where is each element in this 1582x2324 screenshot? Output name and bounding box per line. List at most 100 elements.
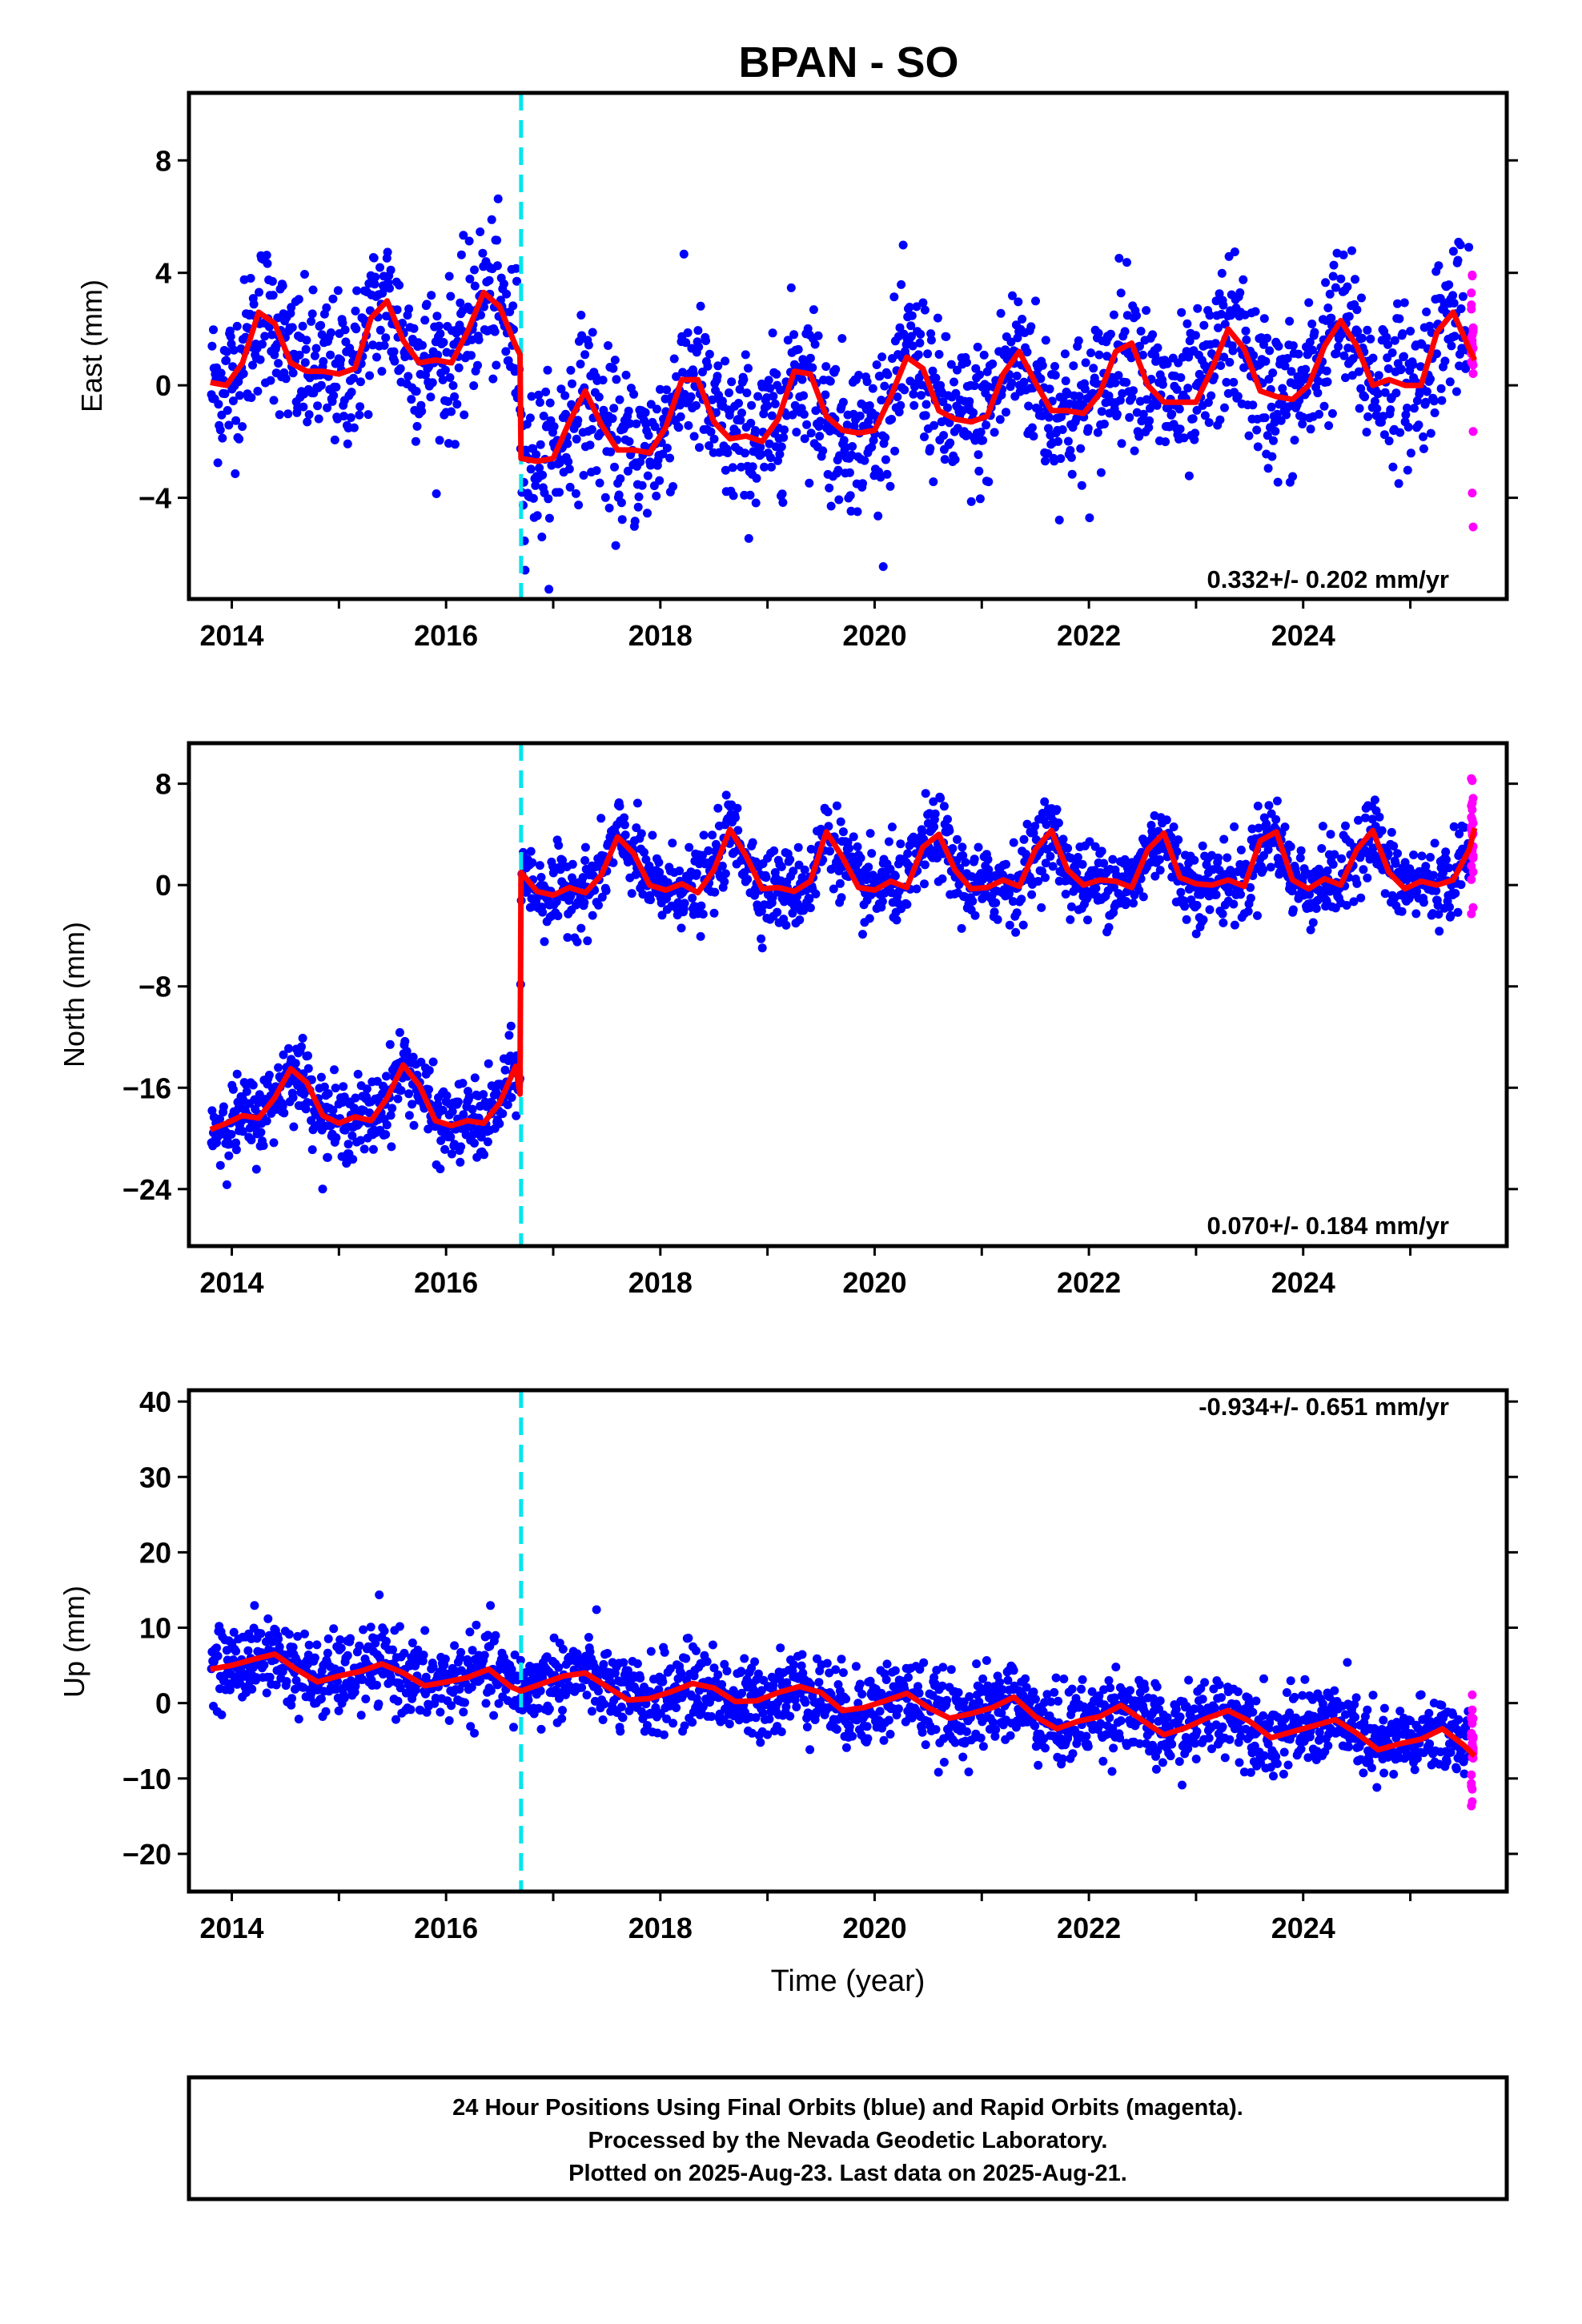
east-final-orbit-point [841, 443, 851, 452]
east-final-orbit-point [777, 489, 787, 499]
up-final-orbit-point [576, 1659, 586, 1668]
up-final-orbit-point [491, 1630, 500, 1640]
north-final-orbit-point [572, 937, 582, 947]
east-final-orbit-point [536, 440, 545, 449]
east-final-orbit-point [1127, 393, 1137, 402]
east-final-orbit-point [1445, 377, 1455, 387]
east-final-orbit-point [1211, 339, 1220, 348]
north-final-orbit-point [1337, 854, 1347, 863]
up-final-orbit-point [524, 1695, 533, 1705]
east-final-orbit-point [705, 349, 714, 359]
east-final-orbit-point [608, 414, 617, 424]
up-final-orbit-point [329, 1624, 339, 1634]
east-final-orbit-point [531, 480, 540, 490]
east-final-orbit-point [248, 360, 257, 370]
east-final-orbit-point [611, 541, 620, 550]
east-final-orbit-point [889, 292, 899, 302]
north-final-orbit-point [381, 1130, 391, 1140]
east-final-orbit-point [1229, 377, 1239, 387]
east-rapid-orbit-point [1467, 288, 1476, 298]
up-final-orbit-point [777, 1727, 786, 1736]
east-final-orbit-point [444, 396, 453, 406]
north-final-orbit-point [1208, 865, 1218, 875]
east-final-orbit-point [1260, 413, 1270, 423]
east-final-orbit-point [1356, 384, 1366, 393]
east-final-orbit-point [298, 321, 307, 331]
east-final-orbit-point [525, 413, 535, 423]
north-rapid-orbit-point [1467, 875, 1476, 884]
east-final-orbit-point [1182, 319, 1192, 328]
east-final-orbit-point [1406, 448, 1415, 458]
north-y-tick-label: 0 [155, 869, 171, 902]
east-final-orbit-point [338, 318, 347, 328]
north-final-orbit-point [288, 1093, 298, 1103]
north-final-orbit-point [998, 870, 1007, 879]
east-final-orbit-point [1056, 454, 1066, 464]
east-final-orbit-point [247, 393, 256, 402]
east-final-orbit-point [928, 366, 938, 376]
east-final-orbit-point [420, 316, 430, 325]
north-final-orbit-point [646, 895, 655, 905]
north-final-orbit-point [1054, 818, 1063, 828]
east-final-orbit-point [1184, 471, 1194, 480]
up-final-orbit-point [374, 1699, 383, 1709]
north-final-orbit-point [1444, 863, 1454, 873]
north-final-orbit-point [576, 923, 586, 933]
east-final-orbit-point [1177, 308, 1186, 317]
north-final-orbit-point [1391, 858, 1400, 868]
east-final-orbit-point [1440, 356, 1450, 366]
east-final-orbit-point [1167, 409, 1177, 419]
north-final-orbit-point [588, 911, 597, 920]
east-final-orbit-point [921, 400, 931, 409]
east-final-orbit-point [979, 350, 989, 360]
east-final-orbit-point [1412, 396, 1422, 405]
north-final-orbit-point [215, 1160, 225, 1170]
east-final-orbit-point [499, 279, 508, 288]
east-final-orbit-point [767, 411, 777, 420]
east-final-orbit-point [1074, 336, 1083, 345]
east-final-orbit-point [604, 341, 612, 350]
east-final-orbit-point [1288, 472, 1298, 481]
east-panel: 840−4 2014 2016 2018 2020 2022 2024 East (mm)… [75, 90, 1518, 652]
east-final-orbit-point [643, 471, 652, 480]
east-final-orbit-point [1199, 320, 1209, 330]
east-final-orbit-point [490, 327, 500, 336]
east-final-orbit-point [447, 407, 456, 416]
north-final-orbit-point [568, 859, 577, 869]
east-final-orbit-point [839, 436, 849, 445]
up-final-orbit-point [379, 1626, 389, 1635]
north-final-orbit-point [836, 817, 845, 826]
north-final-orbit-point [1426, 853, 1435, 862]
east-final-orbit-point [512, 276, 521, 286]
east-final-orbit-point [600, 493, 610, 502]
east-final-orbit-point [409, 324, 419, 333]
north-final-orbit-point [1120, 854, 1130, 864]
north-final-orbit-point [655, 867, 665, 877]
north-rapid-orbit-point [1468, 805, 1477, 814]
up-final-orbit-point [618, 1713, 628, 1723]
east-final-orbit-point [1452, 387, 1461, 396]
north-final-orbit-point [733, 826, 743, 835]
up-final-orbit-point [476, 1675, 485, 1685]
north-final-orbit-point [632, 823, 641, 833]
north-final-orbit-point [279, 1108, 289, 1118]
east-final-orbit-point [684, 420, 693, 430]
up-final-orbit-point [287, 1700, 296, 1710]
east-final-orbit-point [1038, 360, 1047, 370]
north-final-orbit-point [1063, 843, 1073, 853]
east-final-orbit-point [965, 396, 974, 406]
east-final-orbit-point [846, 506, 856, 516]
east-final-orbit-point [1174, 404, 1184, 414]
east-final-orbit-point [1321, 278, 1331, 287]
east-final-orbit-point [308, 285, 318, 295]
east-final-orbit-point [799, 391, 809, 400]
east-final-orbit-point [1353, 327, 1363, 336]
east-final-orbit-point [1267, 452, 1277, 461]
up-final-orbit-point [672, 1703, 681, 1712]
east-final-orbit-point [492, 235, 502, 245]
east-final-orbit-point [274, 359, 283, 368]
east-final-orbit-point [837, 334, 847, 344]
north-final-orbit-point [1453, 907, 1463, 917]
east-final-orbit-point [538, 470, 548, 480]
east-final-orbit-point [1153, 343, 1162, 352]
